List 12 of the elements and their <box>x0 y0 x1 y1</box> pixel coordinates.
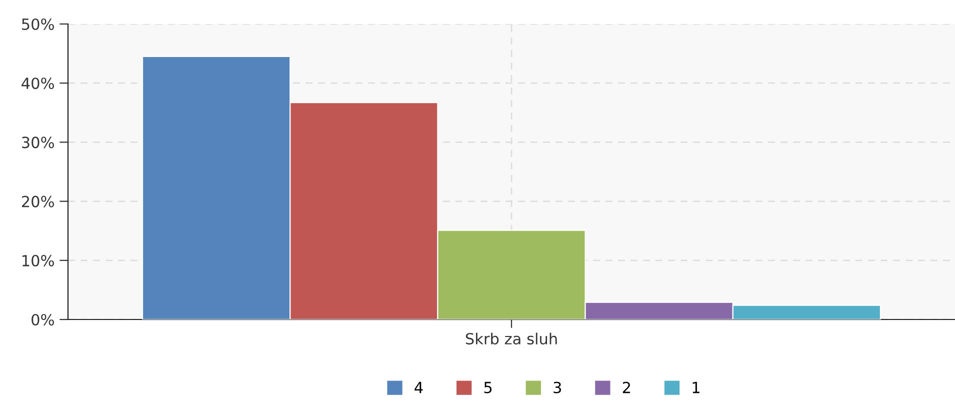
y-tick-label: 0% <box>32 314 54 326</box>
legend-label: 4 <box>414 382 423 394</box>
legend-label: 5 <box>484 382 492 394</box>
x-tick-label: Skrb za sluh <box>466 332 557 345</box>
y-tick-label: 20% <box>22 196 54 208</box>
legend-label: 3 <box>554 382 561 394</box>
y-tick-label: 30% <box>22 136 54 148</box>
y-tick-label: 10% <box>22 254 54 266</box>
y-tick-label: 40% <box>22 78 54 90</box>
legend-label: 1 <box>692 382 700 394</box>
y-tick-label: 50% <box>22 18 54 30</box>
legend-label: 2 <box>622 382 630 394</box>
